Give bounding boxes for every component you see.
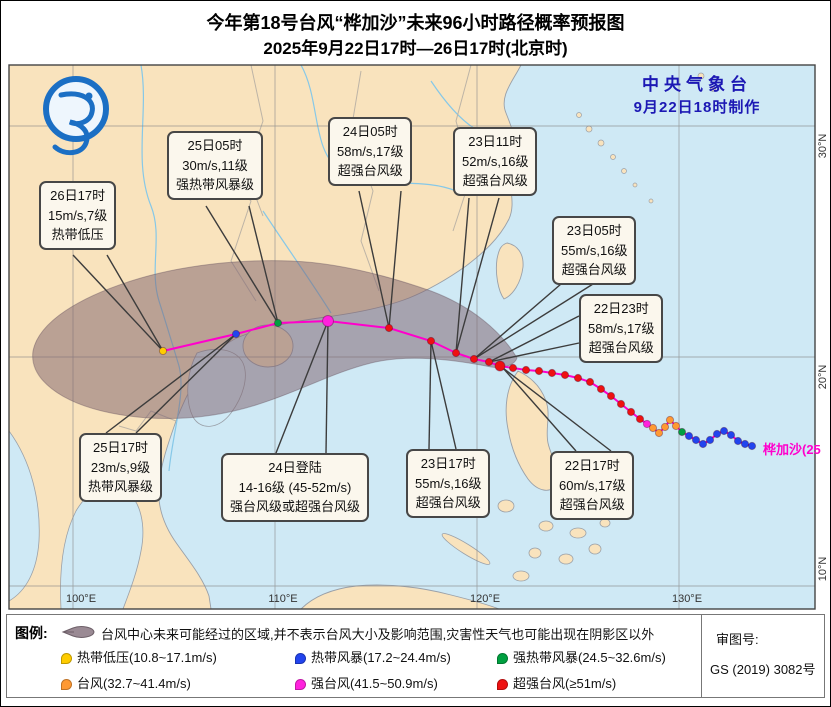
- cma-logo-icon: [43, 76, 109, 156]
- sts-dot-icon: [497, 653, 508, 665]
- track-point-SuperTY: [606, 391, 616, 401]
- svg-text:30°N: 30°N: [817, 134, 829, 159]
- latitude-labels: 30°N 20°N 10°N: [817, 134, 829, 582]
- review-number: GS (2019) 3082号: [710, 662, 816, 677]
- track-point-SuperTY: [484, 357, 494, 367]
- typhoon-track: [158, 315, 757, 451]
- callout-22d17h: 22日17时 60m/s,17级 超强台风级: [550, 451, 635, 520]
- cone-description: 台风中心未来可能经过的区域,并不表示台风大小及影响范围,灾害性天气也可能出现在阴…: [101, 627, 655, 642]
- longitude-labels: 100°E 110°E 120°E 130°E: [66, 593, 702, 605]
- track-point-SuperTY: [451, 348, 461, 358]
- legend-item-ty: 台风(32.7~41.4m/s): [61, 673, 191, 692]
- track-point-TS: [705, 435, 715, 445]
- callout-25d05h: 25日05时 30m/s,11级 强热带风暴级: [167, 131, 264, 200]
- storm-name-label: 桦加沙(25: [763, 442, 821, 457]
- track-point-TD: [158, 346, 168, 356]
- svg-text:20°N: 20°N: [817, 365, 829, 390]
- track-point-SuperTY: [508, 363, 518, 373]
- svg-text:10°N: 10°N: [817, 557, 829, 582]
- map-review-number-box: 审图号: GS (2019) 3082号: [701, 615, 826, 697]
- track-point-TS: [691, 435, 701, 445]
- svg-text:130°E: 130°E: [672, 593, 702, 605]
- source-issued-time: 9月22日18时制作: [633, 98, 761, 116]
- legend-title: 图例:: [15, 625, 48, 641]
- svg-text:110°E: 110°E: [268, 593, 297, 605]
- probability-cone: [32, 260, 518, 420]
- page-subtitle: 2025年9月22日17时—26日17时(北京时): [263, 39, 568, 58]
- track-point-TS: [698, 439, 708, 449]
- track-point-STS: [273, 318, 283, 328]
- track-point-SuperTY: [426, 336, 436, 346]
- track-point-SuperTY: [635, 414, 645, 424]
- page-title: 今年第18号台风“桦加沙”未来96小时路径概率预报图: [206, 13, 625, 33]
- ts-dot-icon: [295, 653, 306, 665]
- leader-lines: [72, 190, 612, 454]
- td-dot-icon: [61, 653, 72, 665]
- track-point-STS: [677, 427, 687, 437]
- track-point-TS: [712, 429, 722, 439]
- ty-dot-icon: [61, 679, 72, 691]
- track-point-TY: [660, 422, 670, 432]
- cone-legend-icon: [61, 626, 95, 638]
- track-point-SuperTY: [585, 377, 595, 387]
- sty-dot-icon: [295, 679, 306, 691]
- svg-text:120°E: 120°E: [470, 593, 500, 605]
- legend-panel: 图例: 台风中心未来可能经过的区域,并不表示台风大小及影响范围,灾害性天气也可能…: [6, 614, 825, 698]
- track-point-STY: [642, 419, 652, 429]
- track-point-SuperTY: [560, 370, 570, 380]
- andaman-sea: [9, 430, 40, 602]
- legend-item-sts: 强热带风暴(24.5~32.6m/s): [497, 647, 666, 666]
- track-point-TS: [684, 431, 694, 441]
- track-point-SuperTY: [384, 323, 394, 333]
- taiwan-island: [495, 242, 524, 300]
- super-ty-dot-icon: [497, 679, 508, 691]
- callout-26d17h: 26日17时 15m/s,7级 热带低压: [39, 181, 117, 250]
- track-point-TS: [231, 329, 241, 339]
- legend-item-super-ty: 超强台风(≥51m/s): [497, 673, 616, 692]
- track-point-TY: [665, 415, 675, 425]
- callout-24d-landfall: 24日登陆 14-16级 (45-52m/s) 强台风级或超强台风级: [221, 453, 370, 522]
- track-point-TS: [740, 439, 750, 449]
- track-point-TY: [654, 428, 664, 438]
- ryukyu-islands: [576, 72, 716, 204]
- track-point-TY: [671, 421, 681, 431]
- callout-22d23h: 22日23时 58m/s,17级 超强台风级: [579, 294, 664, 363]
- track-point-SuperTY: [521, 365, 531, 375]
- callout-23d05h: 23日05时 55m/s,16级 超强台风级: [552, 216, 637, 285]
- track-point-SuperTY: [494, 360, 506, 372]
- svg-text:100°E: 100°E: [66, 593, 96, 605]
- callout-25d17h: 25日17时 23m/s,9级 热带风暴级: [79, 433, 163, 502]
- track-point-TS: [747, 441, 757, 451]
- track-point-SuperTY: [547, 368, 557, 378]
- source-agency: 中央气象台: [642, 75, 752, 94]
- track-point-SuperTY: [626, 407, 636, 417]
- callout-24d05h: 24日05时 58m/s,17级 超强台风级: [328, 117, 413, 186]
- track-point-SuperTY: [469, 354, 479, 364]
- borneo-island: [300, 584, 500, 609]
- legend-item-td: 热带低压(10.8~17.1m/s): [61, 647, 217, 666]
- track-point-SuperTY: [534, 366, 544, 376]
- track-point-TY: [648, 423, 658, 433]
- legend-item-ts: 热带风暴(17.2~24.4m/s): [295, 647, 451, 666]
- track-point-SuperTY: [573, 373, 583, 383]
- track-point-TS: [733, 436, 743, 446]
- review-label: 审图号:: [716, 632, 759, 647]
- map-border: [8, 64, 816, 610]
- track-point-STY: [322, 315, 334, 327]
- track-point-SuperTY: [616, 399, 626, 409]
- legend-item-sty: 强台风(41.5~50.9m/s): [295, 673, 438, 692]
- track-point-TS: [719, 426, 729, 436]
- callout-23d17h: 23日17时 55m/s,16级 超强台风级: [406, 449, 491, 518]
- track-point-TS: [726, 430, 736, 440]
- source-watermark: 中央气象台 9月22日18时制作: [602, 73, 792, 118]
- callout-23d11h: 23日11时 52m/s,16级 超强台风级: [453, 127, 538, 196]
- track-point-SuperTY: [596, 384, 606, 394]
